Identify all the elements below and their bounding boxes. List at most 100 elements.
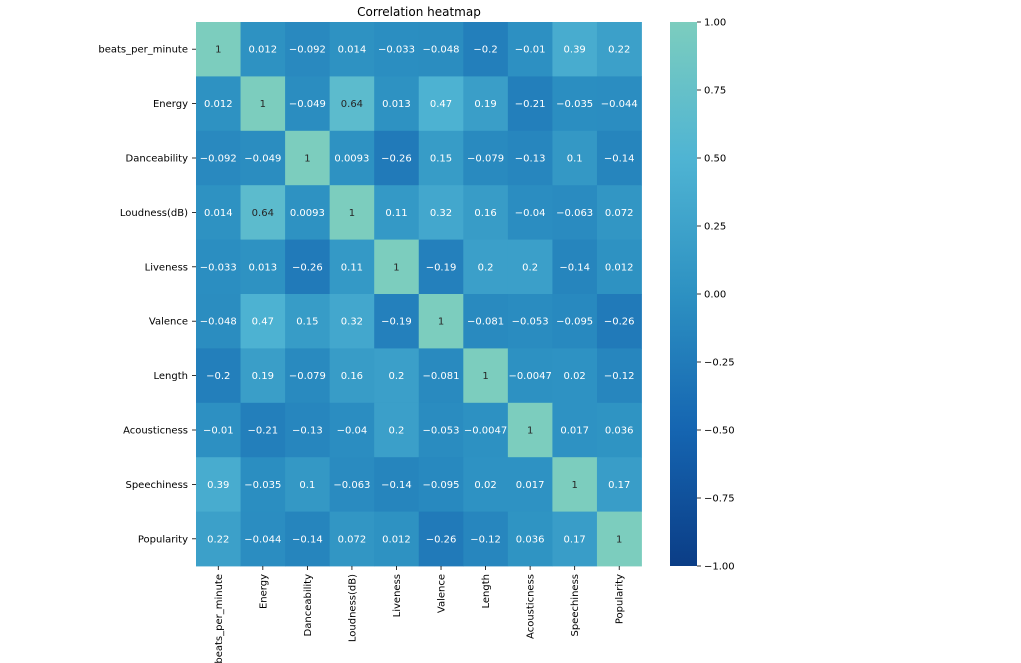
cell-value-label: −0.048: [200, 317, 237, 328]
cell-value-label: −0.26: [381, 154, 412, 165]
heatmap-cell: [374, 239, 420, 295]
cell-value-label: −0.12: [604, 371, 635, 382]
heatmap-cell: [196, 22, 241, 77]
cell-value-label: 0.0093: [334, 154, 369, 165]
cell-value-label: −0.079: [289, 371, 326, 382]
cell-value-label: 0.39: [564, 45, 586, 56]
heatmap-cell: [196, 130, 241, 186]
heatmap-cell: [418, 348, 464, 404]
heatmap-cell: [240, 76, 286, 132]
cell-value-label: 0.2: [389, 426, 405, 437]
heatmap-cell: [596, 511, 642, 567]
x-tick-label: Popularity: [615, 574, 626, 624]
heatmap-cell: [463, 22, 509, 77]
cell-value-label: 0.017: [516, 480, 545, 491]
cell-value-label: −0.063: [556, 208, 593, 219]
heatmap-cell: [552, 348, 598, 404]
x-tick-label: Acousticness: [526, 574, 537, 639]
colorbar: 1.00 0.75 0.50 0.25 0.00 −0.25 −0.50 −0.75 −1.00: [670, 18, 735, 573]
cell-value-label: 1: [260, 99, 266, 110]
heatmap-cell: [463, 294, 509, 349]
heatmap-cell: [463, 185, 509, 240]
cell-value-label: 1: [571, 480, 577, 491]
heatmap-cell: [374, 130, 420, 186]
heatmap-cell: [507, 294, 553, 349]
cell-value-label: −0.2: [473, 45, 497, 56]
heatmap-cell: [196, 185, 241, 240]
colorbar-tick-label: −0.75: [704, 494, 735, 505]
cell-value-label: −0.2: [206, 371, 230, 382]
heatmap-cell: [463, 239, 509, 295]
heatmap-cell: [240, 511, 286, 567]
heatmap-cell: [240, 348, 286, 404]
cell-value-label: 0.072: [338, 534, 367, 545]
cell-value-label: −0.01: [515, 45, 546, 56]
cell-value-label: 0.012: [382, 534, 411, 545]
heatmap-cell: [374, 457, 420, 512]
heatmap-cell: [329, 294, 375, 349]
y-tick-label: Danceability: [126, 154, 189, 165]
cell-value-label: −0.035: [556, 99, 593, 110]
heatmap-cell: [374, 294, 420, 349]
heatmap-cell: [374, 76, 420, 132]
cell-value-label: 1: [482, 371, 488, 382]
cell-value-label: 0.32: [341, 317, 363, 328]
cell-value-label: 0.22: [608, 45, 630, 56]
cell-value-label: 0.014: [338, 45, 367, 56]
cell-value-label: 1: [616, 534, 622, 545]
heatmap-cell: [329, 348, 375, 404]
cell-value-label: −0.14: [292, 534, 323, 545]
heatmap-cell: [329, 22, 375, 77]
cell-value-label: 0.22: [207, 534, 229, 545]
heatmap-cell: [596, 76, 642, 132]
cell-value-label: −0.19: [426, 262, 457, 273]
heatmap-cell: [374, 511, 420, 567]
heatmap-cell: [596, 348, 642, 404]
heatmap-cell: [463, 76, 509, 132]
heatmap-cell: [240, 457, 286, 512]
y-tick-label: Energy: [153, 99, 188, 110]
heatmap-cell: [196, 402, 241, 458]
heatmap-cell: [418, 239, 464, 295]
heatmap-cell: [418, 511, 464, 567]
y-tick-label: Speechiness: [125, 480, 188, 491]
x-tick-label: Loudness(dB): [347, 574, 358, 642]
cell-value-label: −0.063: [333, 480, 370, 491]
heatmap-cell: [285, 348, 331, 404]
cell-value-label: −0.0047: [464, 426, 507, 437]
heatmap-cell: [329, 130, 375, 186]
heatmap-cell: [418, 130, 464, 186]
cell-value-label: 0.11: [385, 208, 407, 219]
cell-value-label: −0.0047: [508, 371, 551, 382]
heatmap-cell: [285, 294, 331, 349]
colorbar-tick-label: 0.50: [704, 154, 726, 165]
cell-value-label: −0.053: [512, 317, 549, 328]
cell-value-label: 0.012: [248, 45, 277, 56]
colorbar-tick-label: −0.25: [704, 358, 735, 369]
cell-value-label: 0.2: [522, 262, 538, 273]
heatmap-cell: [196, 76, 241, 132]
cell-value-label: 1: [438, 317, 444, 328]
cell-value-label: −0.033: [200, 262, 237, 273]
cell-value-label: 0.32: [430, 208, 452, 219]
heatmap-cell: [552, 511, 598, 567]
cell-value-label: 1: [393, 262, 399, 273]
y-tick-label: Popularity: [138, 534, 188, 545]
colorbar-tick-label: 0.75: [704, 86, 726, 97]
heatmap-cells: [196, 22, 642, 567]
heatmap-cell: [596, 239, 642, 295]
heatmap-cell: [507, 130, 553, 186]
heatmap-cell: [374, 185, 420, 240]
cell-value-label: −0.13: [292, 426, 323, 437]
heatmap-cell: [285, 239, 331, 295]
cell-value-label: −0.049: [289, 99, 326, 110]
colorbar-tick-label: −0.50: [704, 426, 735, 437]
cell-value-label: 0.16: [474, 208, 496, 219]
cell-value-label: −0.14: [604, 154, 635, 165]
heatmap-cell: [196, 511, 241, 567]
cell-value-label: 0.2: [478, 262, 494, 273]
cell-value-label: 0.47: [430, 99, 452, 110]
cell-annotations: 1 0.012 −0.092 0.014 −0.033 −0.048 −0.2 −0.01 0.…: [200, 45, 638, 546]
y-tick-label: Length: [154, 371, 189, 382]
heatmap-cell: [285, 402, 331, 458]
